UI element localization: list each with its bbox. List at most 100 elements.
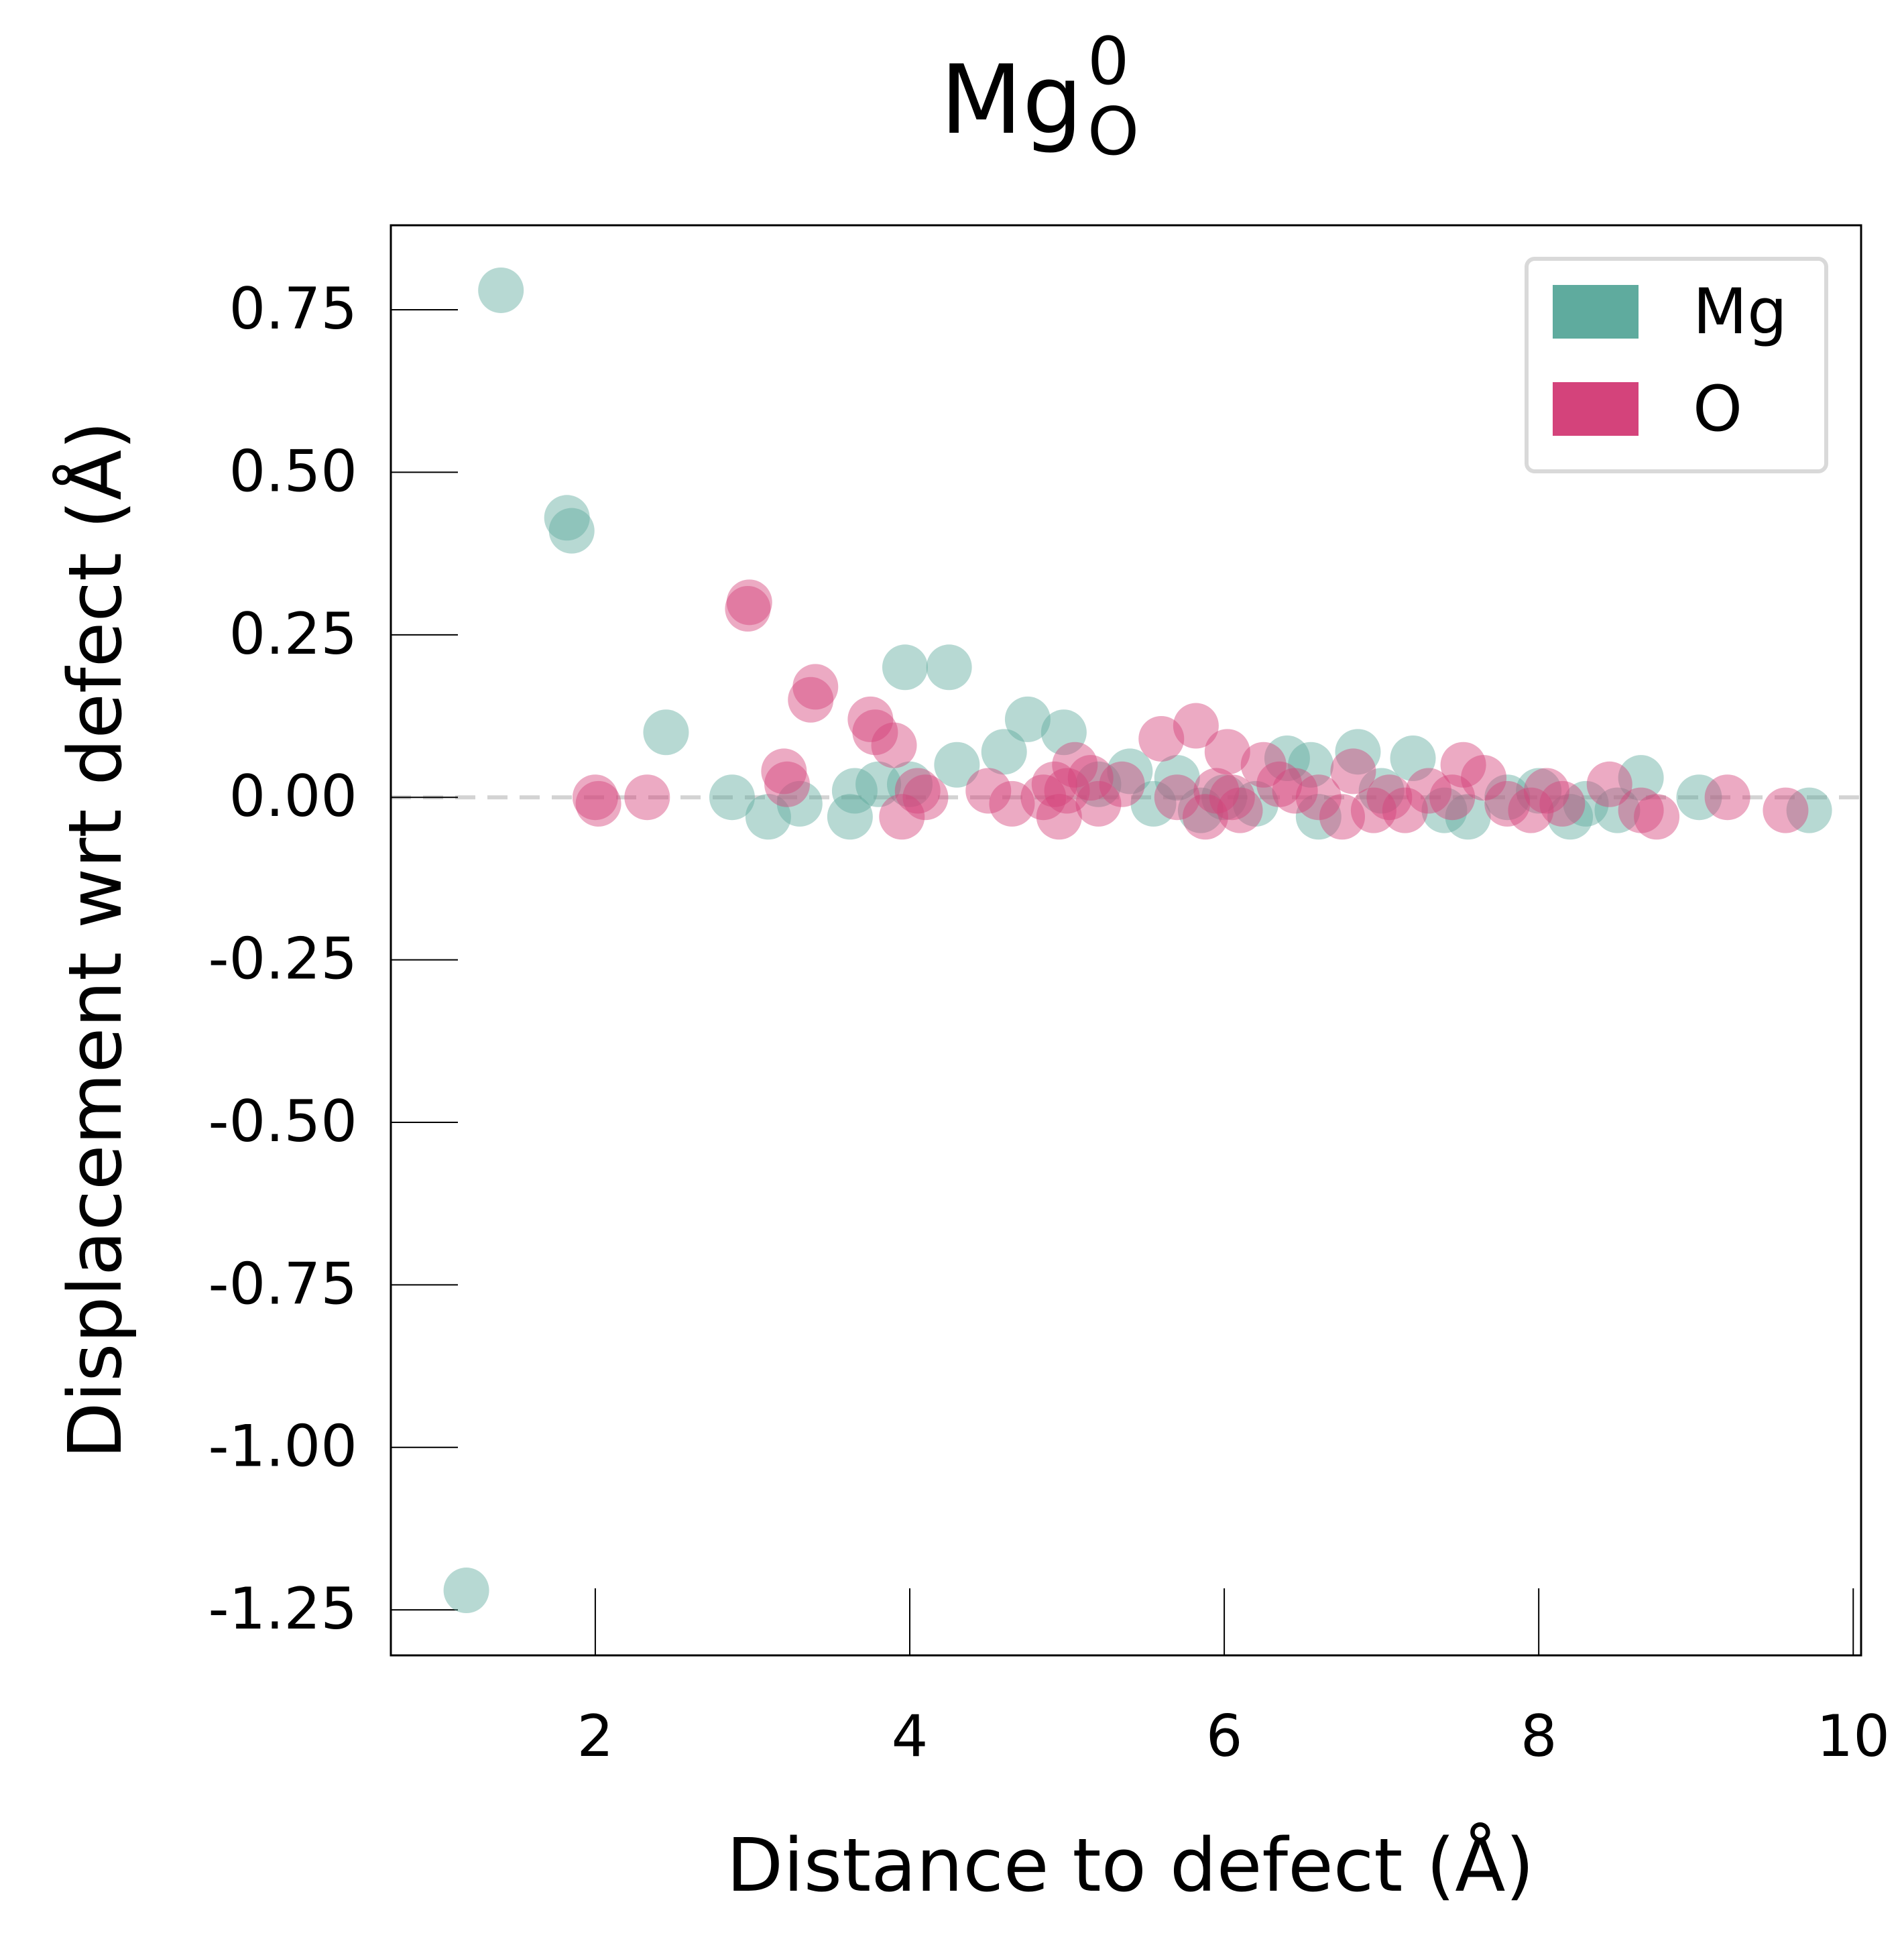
scatter-point-mg	[643, 709, 689, 756]
legend-swatch-o	[1553, 382, 1639, 436]
legend: Mg O	[1525, 257, 1828, 473]
scatter-point-o	[1366, 774, 1413, 821]
scatter-point-o	[572, 774, 618, 821]
scatter-point-mg	[1445, 794, 1491, 840]
scatter-point-o	[1429, 774, 1476, 821]
scatter-point-o	[1634, 794, 1680, 840]
chart-title: Mg	[940, 45, 1083, 156]
scatter-point-o	[1240, 742, 1287, 788]
scatter-point-o	[788, 676, 834, 723]
scatter-point-mg	[1288, 742, 1334, 788]
scatter-point-o	[1350, 787, 1396, 833]
scatter-point-mg	[1516, 768, 1562, 814]
scatter-point-o	[989, 780, 1035, 827]
scatter-point-o	[761, 748, 807, 794]
scatter-point-o	[1763, 787, 1809, 833]
chart-title-subscript: O	[1087, 94, 1139, 170]
scatter-point-mg	[1676, 774, 1722, 821]
scatter-point-mg	[709, 774, 755, 821]
scatter-point-o	[1508, 787, 1554, 833]
scatter-point-o	[1256, 761, 1303, 807]
scatter-point-mg	[855, 761, 902, 807]
scatter-point-o	[1075, 780, 1122, 827]
scatter-point-o	[894, 768, 941, 814]
scatter-point-o	[1182, 794, 1228, 840]
y-tick-label: -0.50	[208, 1088, 357, 1155]
scatter-point-o	[624, 774, 670, 821]
chart-title-superscript: 0	[1087, 23, 1129, 100]
scatter-point-o	[1209, 774, 1255, 821]
scatter-point-o	[1330, 748, 1376, 794]
scatter-point-mg	[1075, 761, 1122, 807]
scatter-point-mg	[887, 761, 933, 807]
scatter-point-mg	[1594, 787, 1641, 833]
x-tick-label: 4	[892, 1703, 929, 1770]
scatter-point-mg	[1335, 729, 1381, 775]
scatter-point-o	[1440, 742, 1486, 788]
y-tick-label: -0.25	[208, 926, 357, 993]
scatter-point-o	[1173, 703, 1219, 749]
scatter-point-o	[792, 664, 839, 710]
scatter-point-o	[1461, 755, 1507, 801]
y-tick-label: 0.00	[229, 763, 357, 830]
y-tick-label: 0.75	[229, 276, 357, 343]
scatter-point-mg	[882, 644, 928, 691]
scatter-point-mg	[926, 644, 972, 691]
scatter-point-mg	[831, 768, 878, 814]
scatter-point-mg	[745, 794, 791, 840]
x-tick-label: 8	[1521, 1703, 1557, 1770]
scatter-point-mg	[1233, 780, 1278, 827]
y-tick-label: 0.50	[229, 438, 357, 505]
scatter-point-o	[852, 709, 898, 756]
scatter-point-mg	[1390, 735, 1436, 782]
scatter-point-mg	[1421, 787, 1468, 833]
scatter-point-mg	[1040, 709, 1087, 756]
scatter-point-mg	[1154, 755, 1200, 801]
scatter-point-mg	[1201, 774, 1248, 821]
scatter-point-o	[1319, 794, 1365, 840]
scatter-point-o	[1044, 768, 1090, 814]
scatter-point-o	[1138, 715, 1185, 762]
scatter-point-mg	[1295, 794, 1342, 840]
scatter-point-mg	[776, 780, 823, 827]
scatter-point-mg	[1264, 735, 1310, 782]
scatter-point-o	[725, 586, 771, 632]
scatter-point-o	[764, 761, 811, 807]
y-tick-label: -0.75	[208, 1250, 357, 1317]
scatter-point-o	[1539, 780, 1586, 827]
x-axis-label: Distance to defect (Å)	[727, 1822, 1535, 1908]
scatter-point-o	[1295, 774, 1342, 821]
scatter-point-o	[1618, 787, 1664, 833]
legend-label-o: O	[1693, 373, 1742, 446]
scatter-point-o	[1193, 768, 1240, 814]
scatter-point-o	[1067, 755, 1114, 801]
plot-frame	[390, 224, 1862, 1657]
scatter-point-mg	[1786, 787, 1832, 833]
scatter-point-o	[871, 722, 917, 768]
legend-swatch-mg	[1553, 285, 1639, 339]
y-tick-label: -1.00	[208, 1413, 357, 1480]
legend-label-mg: Mg	[1693, 276, 1787, 349]
scatter-point-mg	[544, 495, 590, 541]
scatter-point-o	[1272, 768, 1318, 814]
y-axis-label: Displacement wrt defect (Å)	[52, 421, 138, 1459]
scatter-point-o	[847, 696, 894, 742]
scatter-point-o	[1031, 761, 1077, 807]
scatter-point-mg	[827, 794, 873, 840]
y-tick-label: -1.25	[208, 1576, 357, 1643]
scatter-point-o	[1052, 742, 1098, 788]
scatter-point-o	[1217, 787, 1263, 833]
scatter-point-o	[1484, 780, 1531, 827]
scatter-point-mg	[1358, 768, 1405, 814]
scatter-point-o	[965, 768, 1012, 814]
scatter-point-mg	[981, 729, 1027, 775]
scatter-point-o	[1382, 787, 1428, 833]
x-tick-label: 6	[1206, 1703, 1243, 1770]
x-tick-label: 10	[1817, 1703, 1890, 1770]
y-tick-label: 0.25	[229, 601, 357, 668]
scatter-point-mg	[548, 508, 595, 554]
scatter-point-o	[1586, 761, 1632, 807]
scatter-point-o	[1020, 774, 1067, 821]
